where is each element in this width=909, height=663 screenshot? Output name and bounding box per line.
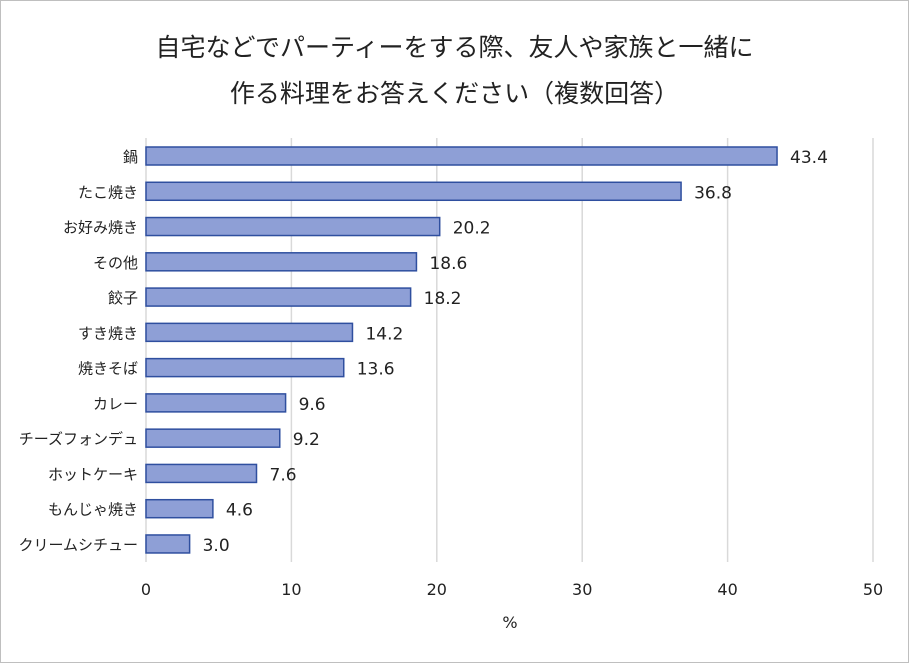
category-label: カレー bbox=[93, 395, 138, 413]
x-axis-label: % bbox=[502, 613, 517, 632]
category-label: すき焼き bbox=[78, 324, 138, 342]
data-label: 20.2 bbox=[453, 219, 491, 239]
chart-title-line-1: 自宅などでパーティーをする際、友人や家族と一緒に bbox=[155, 33, 754, 62]
data-label: 18.2 bbox=[424, 289, 462, 309]
data-label: 3.0 bbox=[203, 536, 230, 556]
data-label: 13.6 bbox=[357, 360, 395, 380]
x-tick-label: 40 bbox=[717, 580, 737, 599]
category-label: たこ焼き bbox=[78, 183, 138, 201]
data-label: 9.6 bbox=[299, 395, 326, 415]
x-tick-label: 50 bbox=[863, 580, 883, 599]
bar bbox=[145, 216, 441, 237]
bar bbox=[145, 252, 418, 272]
x-tick-label: 10 bbox=[281, 580, 301, 599]
data-label: 9.2 bbox=[293, 430, 320, 450]
x-tick-label: 30 bbox=[572, 580, 592, 599]
category-label: 鍋 bbox=[123, 148, 138, 166]
category-label: お好み焼き bbox=[63, 219, 138, 237]
x-tick-label: 20 bbox=[427, 580, 447, 599]
data-label: 14.2 bbox=[365, 324, 403, 344]
data-label: 7.6 bbox=[270, 465, 297, 485]
category-label: もんじゃ焼き bbox=[48, 501, 138, 519]
data-label: 4.6 bbox=[226, 501, 253, 521]
data-label: 36.8 bbox=[694, 183, 732, 203]
category-label: クリームシチュー bbox=[18, 536, 138, 554]
bar bbox=[145, 534, 191, 554]
bar bbox=[145, 463, 258, 484]
bar bbox=[145, 181, 682, 202]
data-label: 43.4 bbox=[790, 148, 828, 168]
category-label: 餃子 bbox=[108, 289, 138, 307]
bar bbox=[145, 393, 287, 413]
bar bbox=[145, 428, 281, 448]
bar bbox=[145, 287, 412, 307]
category-label: チーズフォンデュ bbox=[19, 430, 138, 448]
category-label: ホットケーキ bbox=[48, 465, 138, 483]
category-label: その他 bbox=[93, 254, 138, 272]
data-label: 18.6 bbox=[429, 254, 467, 274]
bar bbox=[145, 322, 354, 343]
bar bbox=[145, 357, 345, 378]
category-label: 焼きそば bbox=[78, 360, 138, 378]
bar bbox=[145, 498, 214, 519]
x-tick-label: 0 bbox=[141, 580, 151, 599]
bar bbox=[145, 146, 778, 166]
chart-title-line-2: 作る料理をお答えください（複数回答） bbox=[229, 79, 680, 108]
